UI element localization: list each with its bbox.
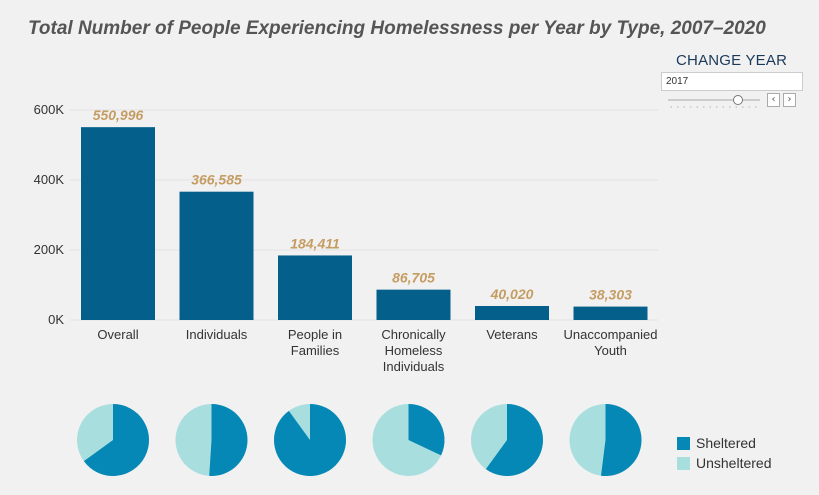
year-input[interactable] [661, 72, 803, 91]
pie-slice-sheltered [408, 404, 445, 456]
data-label: 38,303 [589, 287, 632, 303]
x-tick-label: Individuals [186, 327, 248, 342]
bar [475, 305, 549, 320]
year-slider-ticks [668, 106, 760, 108]
data-label: 184,411 [290, 235, 340, 251]
data-label: 366,585 [191, 172, 242, 188]
year-slider-thumb[interactable] [733, 95, 743, 105]
pie-slice-sheltered [274, 404, 346, 477]
y-tick-label: 200K [34, 242, 65, 257]
legend-label-sheltered: Sheltered [696, 435, 756, 451]
year-slider-track[interactable] [668, 99, 760, 101]
x-tick-label: Overall [97, 327, 138, 342]
data-label: 550,996 [93, 107, 144, 123]
legend-sheltered: Sheltered [677, 435, 756, 451]
chart-title: Total Number of People Experiencing Home… [28, 18, 766, 39]
chevron-left-icon: ‹ [771, 94, 776, 105]
bar [179, 191, 254, 320]
pie-slice-sheltered [83, 404, 149, 476]
pie-slice-sheltered [600, 404, 642, 477]
y-tick-label: 0K [48, 312, 64, 327]
x-tick-label: Individuals [383, 359, 445, 374]
prev-year-button[interactable]: ‹ [767, 93, 780, 107]
pie-slice-sheltered [209, 404, 248, 476]
chevron-right-icon: › [787, 94, 792, 105]
legend-label-unsheltered: Unsheltered [696, 455, 772, 471]
data-label: 40,020 [490, 286, 534, 302]
bar [376, 289, 451, 320]
legend-unsheltered: Unsheltered [677, 455, 772, 471]
x-tick-label: Youth [594, 343, 627, 358]
x-tick-label: People in [288, 327, 342, 342]
x-tick-label: Families [291, 343, 340, 358]
x-tick-label: Homeless [385, 343, 443, 358]
data-label: 86,705 [392, 270, 435, 286]
y-tick-label: 600K [34, 102, 65, 117]
y-tick-label: 400K [34, 172, 65, 187]
x-tick-label: Unaccompanied [564, 327, 658, 342]
bar [278, 255, 352, 320]
next-year-button[interactable]: › [783, 93, 796, 107]
x-tick-label: Chronically [381, 327, 446, 342]
change-year-label: CHANGE YEAR [676, 52, 788, 69]
bar [573, 306, 648, 320]
pie-slice-sheltered [485, 404, 543, 476]
legend-swatch-sheltered [677, 436, 690, 450]
x-tick-label: Veterans [486, 327, 538, 342]
legend-swatch-unsheltered [677, 456, 690, 470]
bar [81, 127, 155, 320]
